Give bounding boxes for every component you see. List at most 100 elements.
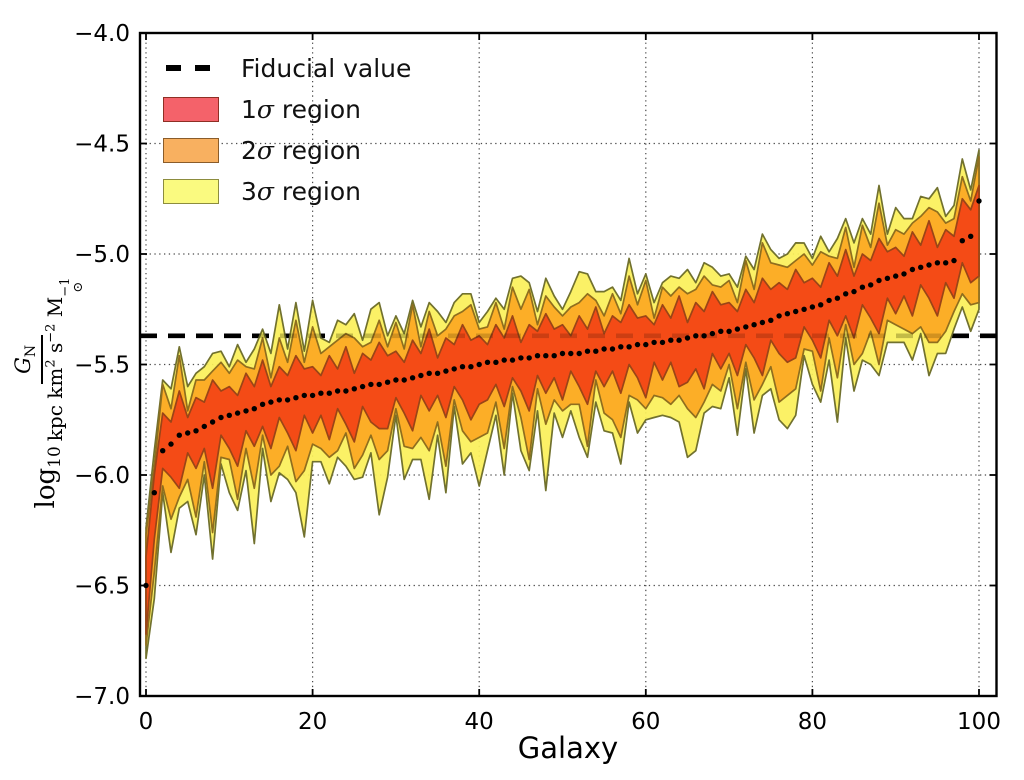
axis-ticks (140, 32, 997, 697)
median-point (643, 341, 649, 348)
median-point (934, 260, 941, 266)
median-point (301, 392, 307, 399)
median-point (409, 375, 416, 381)
median-point (443, 368, 449, 374)
legend-item-1sigma: 1σ region (163, 94, 411, 124)
median-point (201, 423, 207, 430)
median-point (393, 377, 399, 383)
median-point (543, 353, 549, 359)
median-point (684, 335, 691, 341)
median-point (284, 397, 291, 403)
legend-swatch-3sigma (163, 178, 219, 204)
legend-label-1sigma: 1σ region (241, 94, 361, 124)
median-point (959, 238, 965, 244)
legend-label-3sigma: 3σ region (241, 176, 361, 206)
median-point (526, 355, 532, 361)
median-point (826, 297, 832, 304)
median-point (293, 395, 299, 401)
median-point (776, 313, 782, 319)
median-point (701, 333, 707, 339)
median-point (909, 266, 916, 273)
y-axis-label: log10 GN kpc km2 s−2 M −1 ⊙ (3, 178, 93, 608)
median-point (509, 357, 516, 363)
median-point (618, 344, 624, 350)
legend-swatch-2sigma (163, 137, 219, 163)
median-point (718, 328, 724, 334)
median-point (476, 361, 482, 368)
median-point (676, 337, 682, 343)
x-axis-label: Galaxy (517, 731, 619, 765)
y-tick-label: −4.0 (74, 21, 130, 47)
median-point (426, 370, 432, 376)
median-point (368, 381, 374, 388)
median-point (834, 295, 841, 301)
median-point (651, 339, 657, 346)
confidence-bands (145, 149, 980, 660)
x-tick-label: 60 (631, 709, 660, 735)
median-point (609, 346, 616, 352)
median-point (151, 490, 157, 496)
median-point (259, 401, 266, 407)
median-point (843, 291, 849, 297)
median-point (768, 317, 774, 323)
y-tick-label: −4.5 (74, 132, 130, 158)
median-point (276, 397, 282, 403)
legend-swatch-1sigma (163, 96, 219, 122)
fraction-denominator: kpc km2 s−2 M −1 ⊙ (42, 277, 86, 442)
median-point (584, 348, 591, 354)
median-point (551, 353, 557, 359)
median-point (851, 288, 857, 295)
legend-item-fiducial: Fiducial value (163, 53, 412, 83)
median-point (926, 262, 932, 268)
y-tick-label: −7.0 (74, 684, 130, 710)
median-point (401, 377, 407, 383)
median-point (501, 357, 507, 363)
median-point (868, 282, 874, 288)
median-point (759, 319, 766, 326)
median-point (334, 388, 341, 394)
x-tick-label: 100 (957, 709, 1001, 735)
tick-labels: 0 20 40 60 80 100 −4.0 −4.5 −5.0 −5.5 −6.0 −6.5 −7.0 (74, 21, 1001, 735)
median-point (626, 344, 632, 350)
median-point (743, 324, 749, 330)
units-fraction: GN kpc km2 s−2 M −1 ⊙ (11, 277, 86, 442)
band-1sigma (145, 184, 980, 635)
median-point (468, 364, 474, 370)
y-tick-label: −5.0 (74, 242, 130, 268)
median-point (268, 399, 274, 405)
median-point (351, 386, 357, 392)
median-point (884, 275, 891, 281)
median-point (176, 432, 182, 438)
median-point (168, 441, 174, 447)
median-point (809, 304, 816, 310)
log-prefix: log10 (30, 446, 66, 509)
legend: Fiducial value 1σ region 2σ region 3σ re… (163, 53, 412, 219)
median-point (376, 381, 382, 388)
median-point (893, 273, 899, 279)
median-point (576, 350, 582, 357)
median-point (251, 406, 257, 412)
median-point (751, 322, 757, 328)
fraction-numerator: GN (11, 334, 43, 384)
median-point (734, 326, 741, 332)
legend-label-fiducial: Fiducial value (241, 53, 412, 83)
x-tick-label: 40 (465, 709, 494, 735)
median-point (709, 330, 716, 337)
median-point (209, 419, 216, 425)
median-point (693, 333, 699, 339)
median-point (559, 350, 566, 357)
median-point (243, 408, 249, 414)
dashed-line-icon (166, 65, 212, 71)
median-point (418, 372, 424, 379)
median-point (784, 311, 791, 317)
median-point (968, 233, 974, 239)
median-point (876, 277, 882, 284)
y-tick-label: −5.5 (74, 353, 130, 379)
median-point (359, 383, 366, 390)
x-tick-label: 80 (798, 709, 827, 735)
median-point (343, 388, 349, 394)
median-point (451, 366, 457, 372)
median-point (484, 359, 491, 365)
median-point (918, 264, 924, 270)
